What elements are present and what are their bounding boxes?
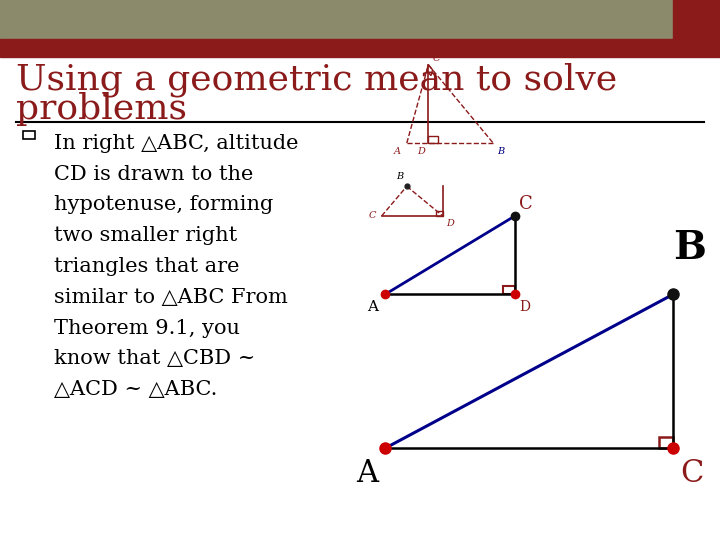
Text: A: A <box>394 147 401 157</box>
Text: D: D <box>446 219 454 228</box>
Bar <box>0 0 720 40</box>
Text: C: C <box>433 53 440 63</box>
Text: know that △CBD ~: know that △CBD ~ <box>54 349 256 368</box>
Text: Theorem 9.1, you: Theorem 9.1, you <box>54 319 240 338</box>
Text: two smaller right: two smaller right <box>54 226 238 245</box>
Text: B: B <box>498 147 505 157</box>
Text: △ACD ~ △ABC.: △ACD ~ △ABC. <box>54 380 217 399</box>
Text: C: C <box>680 458 703 489</box>
Text: B: B <box>396 172 403 181</box>
Bar <box>23 131 35 139</box>
Bar <box>673 0 720 40</box>
Text: D: D <box>519 300 530 314</box>
Text: Using a geometric mean to solve: Using a geometric mean to solve <box>16 62 617 97</box>
Text: CD is drawn to the: CD is drawn to the <box>54 165 253 184</box>
Text: similar to △ABC From: similar to △ABC From <box>54 288 288 307</box>
Bar <box>0 39 720 57</box>
Text: hypotenuse, forming: hypotenuse, forming <box>54 195 274 214</box>
Text: C: C <box>369 212 376 220</box>
Text: In right △ABC, altitude: In right △ABC, altitude <box>54 134 299 153</box>
Text: A: A <box>356 458 378 489</box>
Text: A: A <box>367 300 378 314</box>
Text: D: D <box>418 147 426 157</box>
Text: problems: problems <box>16 92 187 126</box>
Text: B: B <box>673 230 706 267</box>
Text: triangles that are: triangles that are <box>54 257 240 276</box>
Text: C: C <box>519 195 533 213</box>
